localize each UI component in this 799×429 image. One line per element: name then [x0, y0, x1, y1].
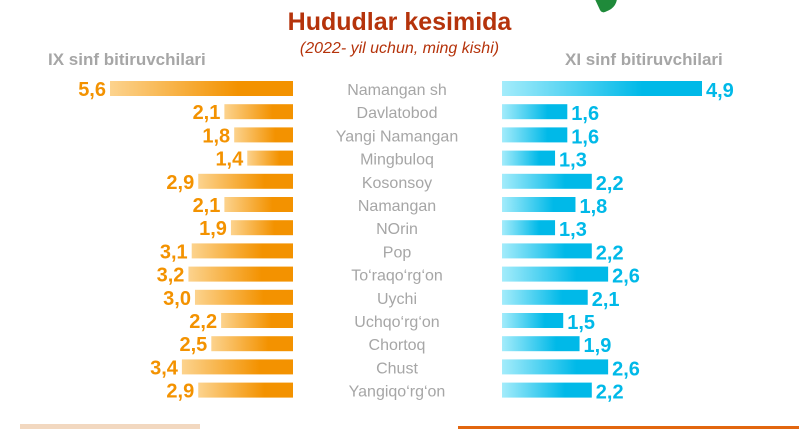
category-label: To‘raqo‘rg‘on	[351, 268, 443, 285]
bar-right	[502, 81, 702, 96]
bar-left	[224, 104, 293, 120]
bar-right	[502, 173, 592, 189]
category-label: Namangan sh	[347, 82, 447, 99]
value-label-right: 2,6	[612, 358, 640, 380]
category-label: Davlatobod	[357, 105, 438, 122]
value-label-left: 3,4	[150, 357, 179, 379]
bar-left	[191, 243, 293, 259]
legend-right: XI sinf bitiruvchilari	[565, 50, 723, 69]
bar-left	[198, 173, 293, 189]
bar-right	[502, 243, 592, 259]
value-label-right: 2,2	[596, 173, 624, 195]
bar-right	[502, 150, 556, 166]
value-label-left: 3,1	[160, 241, 188, 263]
bar-left	[181, 359, 293, 375]
value-label-left: 2,9	[166, 381, 194, 403]
category-label: Mingbuloq	[360, 152, 434, 169]
bar-left	[234, 127, 293, 143]
value-label-right: 2,6	[612, 266, 640, 288]
category-label: Uchqo‘rg‘on	[354, 314, 439, 331]
value-label-left: 3,0	[163, 288, 191, 310]
bar-left	[224, 197, 293, 212]
bar-left	[110, 81, 293, 96]
value-label-left: 2,1	[193, 195, 221, 217]
bar-right	[502, 336, 580, 352]
value-label-left: 1,8	[202, 125, 230, 147]
category-label: Kosonsoy	[362, 175, 432, 192]
value-label-left: 2,5	[179, 334, 207, 356]
category-label: Pop	[383, 244, 412, 261]
value-label-right: 1,3	[559, 219, 587, 241]
category-label: Chortoq	[369, 337, 426, 354]
category-label: Namangan	[358, 198, 436, 215]
bar-right	[502, 266, 609, 282]
bar-right	[502, 289, 588, 305]
value-label-right: 1,3	[559, 150, 587, 172]
value-label-right: 1,6	[571, 103, 599, 125]
bar-left	[211, 336, 293, 352]
value-label-right: 4,9	[706, 80, 734, 102]
value-label-left: 5,6	[78, 79, 106, 101]
category-label: Yangi Namangan	[336, 128, 458, 145]
bar-right	[502, 359, 609, 375]
value-label-right: 2,1	[592, 289, 620, 311]
value-label-left: 3,2	[157, 265, 185, 287]
value-label-left: 2,1	[193, 102, 221, 124]
value-label-right: 2,2	[596, 382, 624, 404]
bar-right	[502, 220, 556, 236]
bar-right	[502, 382, 592, 398]
value-label-left: 2,9	[166, 172, 194, 194]
value-label-left: 2,2	[189, 311, 217, 333]
category-label: Uychi	[377, 291, 417, 308]
bar-right	[502, 127, 568, 143]
value-label-left: 1,9	[199, 218, 227, 240]
chart-subtitle: (2022- yil uchun, ming kishi)	[299, 40, 500, 57]
category-label: Yangiqo‘rg‘on	[349, 384, 446, 401]
bar-right	[502, 104, 568, 120]
value-label-right: 1,5	[567, 312, 595, 334]
value-label-right: 2,2	[596, 242, 624, 264]
chart-title: Hududlar kesimida	[287, 8, 512, 36]
bar-right	[502, 313, 564, 328]
footer-decoration	[20, 424, 200, 429]
bar-left	[188, 266, 293, 282]
bar-left	[194, 289, 293, 305]
legend-left: IX sinf bitiruvchilari	[48, 50, 206, 69]
value-label-right: 1,8	[579, 196, 607, 218]
category-label: NOrin	[376, 221, 418, 238]
bar-left	[221, 313, 293, 328]
bar-left	[230, 220, 293, 236]
value-label-left: 1,4	[215, 149, 244, 171]
bar-left	[247, 150, 293, 166]
value-label-right: 1,9	[584, 335, 612, 357]
value-label-right: 1,6	[571, 126, 599, 148]
bar-left	[198, 382, 293, 398]
category-label: Chust	[376, 360, 418, 377]
footer-bar	[458, 426, 799, 429]
bar-right	[502, 197, 576, 212]
